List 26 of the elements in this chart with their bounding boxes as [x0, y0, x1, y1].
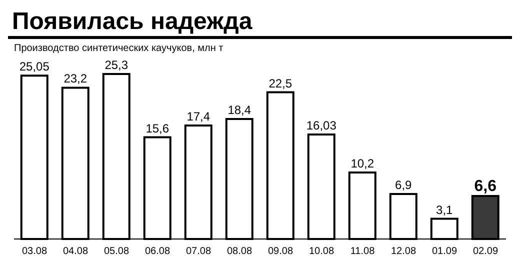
- x-tick-label: 09.08: [268, 246, 294, 258]
- x-tick-label: 10.08: [308, 246, 334, 258]
- x-tick-label: 12.08: [390, 246, 416, 258]
- data-label: 25,05: [19, 60, 50, 74]
- x-tick-label: 01.09: [432, 246, 458, 258]
- data-label: 15,6: [146, 121, 170, 136]
- data-label: 22,5: [268, 76, 292, 90]
- x-tick-label: 11.08: [350, 246, 376, 258]
- data-label: 23,2: [64, 72, 88, 86]
- x-tick-label: 08.08: [226, 246, 252, 258]
- x-tick-label: 02.09: [472, 246, 498, 258]
- data-label: 18,4: [228, 103, 252, 117]
- x-tick-label: 07.08: [186, 246, 212, 258]
- data-label: 10,2: [350, 156, 374, 170]
- data-label: 17,4: [186, 110, 210, 124]
- data-label: 3,1: [436, 202, 454, 217]
- x-tick-label: 04.08: [62, 246, 88, 258]
- x-tick-label: 05.08: [104, 246, 130, 258]
- chart-title: Появилась надежда: [8, 8, 512, 39]
- chart-subtitle: Производство синтетических каучуков, млн т: [13, 43, 224, 54]
- data-label: 16,03: [306, 118, 337, 132]
- x-tick-label: 03.08: [22, 246, 48, 258]
- data-label: 6,9: [395, 178, 412, 192]
- x-tick-label: 06.08: [144, 246, 170, 258]
- data-label: 25,3: [104, 58, 128, 72]
- data-label: 6,6: [474, 178, 497, 195]
